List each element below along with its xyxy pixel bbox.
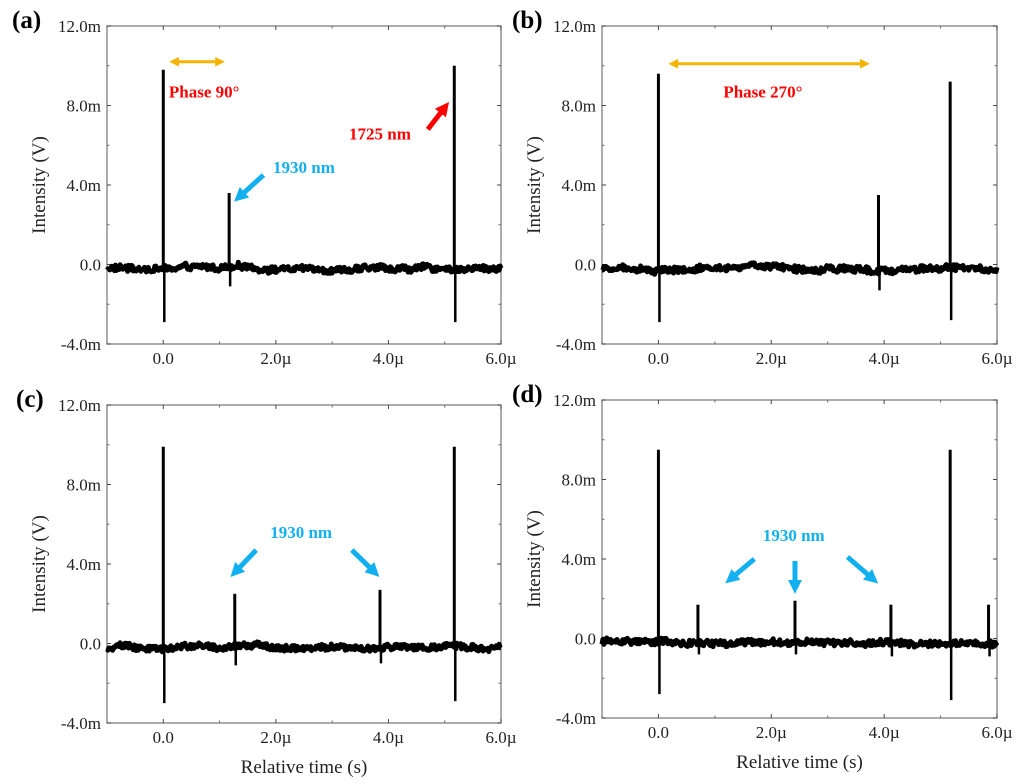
x-tick-label: 6.0µ xyxy=(981,349,1012,368)
annotation-label: Phase 270° xyxy=(723,83,802,102)
panel-label: (a) xyxy=(12,7,41,34)
blue-pointer-arrow xyxy=(845,555,879,584)
x-tick-label: 6.0µ xyxy=(981,723,1012,742)
plot-frame xyxy=(601,25,998,345)
y-axis-title: Intensity (V) xyxy=(29,515,50,613)
y-tick-label: 8.0m xyxy=(562,471,596,490)
plot-frame xyxy=(601,399,998,719)
y-tick-label: 12.0m xyxy=(553,17,596,36)
blue-pointer-arrow xyxy=(350,548,380,577)
blue-pointer-arrow xyxy=(725,557,756,584)
annotation-label: 1930 nm xyxy=(270,523,332,542)
plot-frame xyxy=(106,404,502,724)
x-tick-label: 2.0µ xyxy=(756,723,787,742)
y-tick-label: -4.0m xyxy=(61,714,101,733)
y-tick-label: 0.0 xyxy=(80,635,101,654)
y-tick-label: 12.0m xyxy=(58,396,101,415)
x-tick-label: 4.0µ xyxy=(373,349,404,368)
x-tick-label: 0.0 xyxy=(648,349,669,368)
annotation-label: 1930 nm xyxy=(763,526,825,545)
y-axis-title: Intensity (V) xyxy=(524,136,545,234)
signal-trace-baseline xyxy=(600,260,1000,277)
annotation-label: Phase 90° xyxy=(169,83,240,102)
y-tick-label: 4.0m xyxy=(562,176,596,195)
annotation-label: 1725 nm xyxy=(349,124,411,143)
x-tick-label: 0.0 xyxy=(153,349,174,368)
y-tick-label: 8.0m xyxy=(67,97,101,116)
signal-trace-baseline xyxy=(105,639,503,655)
y-tick-label: 0.0 xyxy=(575,256,596,275)
signal-trace-baseline xyxy=(105,259,504,276)
x-axis-title: Relative time (s) xyxy=(736,752,863,773)
x-tick-label: 0.0 xyxy=(648,723,669,742)
signal-trace-baseline xyxy=(599,635,1000,650)
y-tick-label: -4.0m xyxy=(556,335,596,354)
y-axis-title: Intensity (V) xyxy=(29,136,50,234)
y-tick-label: 4.0m xyxy=(67,176,101,195)
x-tick-label: 6.0µ xyxy=(485,349,516,368)
y-tick-label: 0.0 xyxy=(80,256,101,275)
y-tick-label: 4.0m xyxy=(67,555,101,574)
y-tick-label: 12.0m xyxy=(553,391,596,410)
panel-b: 0.0 2.0µ 4.0µ 6.0µ -4.0m 0.0 4.0m 8.0m 12.0m Inte… xyxy=(512,7,1013,368)
x-tick-label: 2.0µ xyxy=(260,728,291,747)
x-tick-label: 6.0µ xyxy=(485,728,516,747)
panel-d: 0.0 2.0µ 4.0µ 6.0µ -4.0m 0.0 4.0m 8.0m 12.0m Inte… xyxy=(512,381,1013,773)
panel-c: 0.0 2.0µ 4.0µ 6.0µ -4.0m 0.0 4.0m 8.0m 12.0m Inte… xyxy=(16,386,517,778)
panel-label: (b) xyxy=(512,7,543,34)
red-pointer-arrow xyxy=(425,101,449,131)
annotation-label: 1930 nm xyxy=(273,158,335,177)
x-tick-label: 0.0 xyxy=(153,728,174,747)
x-tick-label: 4.0µ xyxy=(869,723,900,742)
y-tick-label: 8.0m xyxy=(67,476,101,495)
blue-pointer-arrow xyxy=(230,548,258,578)
y-axis-title: Intensity (V) xyxy=(524,510,545,608)
y-tick-label: 12.0m xyxy=(58,17,101,36)
y-tick-label: 8.0m xyxy=(562,97,596,116)
y-tick-label: 0.0 xyxy=(575,630,596,649)
blue-pointer-arrow xyxy=(234,173,266,202)
panel-label: (c) xyxy=(16,386,44,413)
panel-a: 0.0 2.0µ 4.0µ 6.0µ -4.0m 0.0 4.0m 8.0m 12.0m Inte… xyxy=(12,7,517,368)
y-tick-label: -4.0m xyxy=(61,335,101,354)
x-axis-title: Relative time (s) xyxy=(241,757,368,778)
x-tick-label: 4.0µ xyxy=(869,349,900,368)
plot-frame xyxy=(106,25,502,345)
panel-label: (d) xyxy=(512,381,543,408)
x-tick-label: 2.0µ xyxy=(756,349,787,368)
y-tick-label: 4.0m xyxy=(562,550,596,569)
x-tick-label: 4.0µ xyxy=(373,728,404,747)
y-tick-label: -4.0m xyxy=(556,709,596,728)
x-tick-label: 2.0µ xyxy=(260,349,291,368)
